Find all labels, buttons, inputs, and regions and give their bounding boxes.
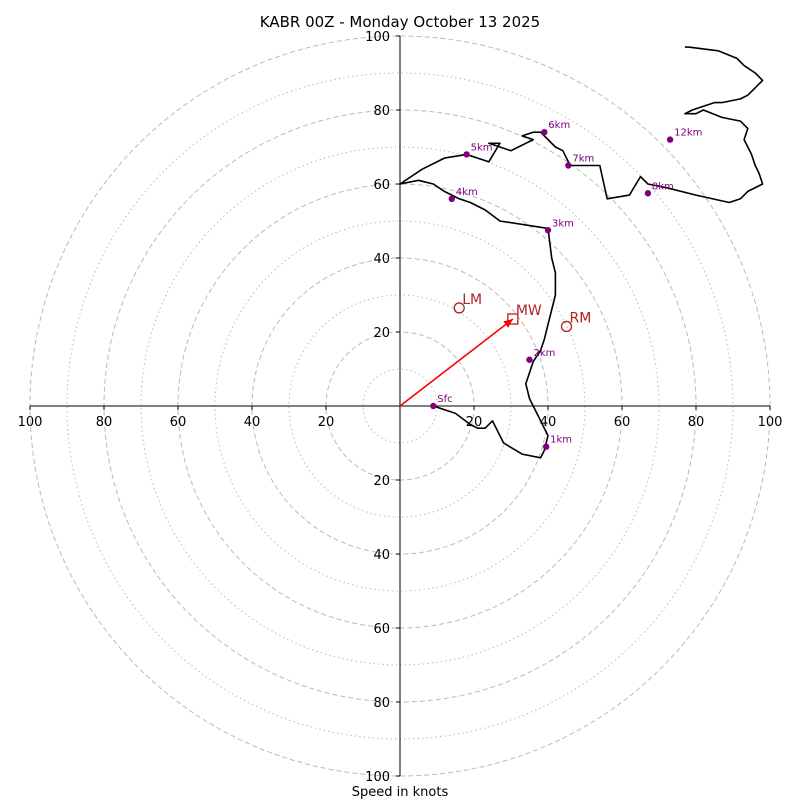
height-marker-label: Sfc [437,394,452,405]
hodograph-trace [399,46,764,459]
height-marker-label: 12km [674,128,702,139]
x-tick-label: 80 [688,415,705,430]
storm-motion-label: MW [516,303,542,319]
x-tick-label: 60 [170,415,187,430]
height-marker-dot [526,356,533,363]
height-marker-dot [565,162,572,169]
storm-motion-marker [560,320,573,333]
mean-wind-vector [399,318,514,407]
x-tick-label: 100 [758,415,783,430]
y-tick-label: 60 [373,178,390,193]
hodograph-line [399,46,764,459]
y-tick-label: 80 [373,104,390,119]
height-marker-dot [542,443,550,450]
x-tick-label: 40 [244,415,261,430]
height-marker-dot [448,195,455,202]
storm-motion-label: RM [570,310,592,326]
height-marker-label: 8km [652,181,674,192]
y-tick-label: 40 [373,548,390,563]
y-tick-label: 100 [365,770,390,785]
y-tick-label: 100 [365,30,390,45]
height-marker-label: 3km [552,218,574,229]
x-tick-label: 20 [466,415,483,430]
height-marker-dot [544,227,552,234]
height-marker-dot [463,151,470,158]
y-tick-label: 60 [373,622,390,637]
x-axis-label: Speed in knots [352,785,449,800]
height-marker-label: 1km [550,435,572,446]
height-marker-dot [666,136,674,143]
storm-motion-marker [507,313,519,325]
storm-motion-markers: LM MW RM [453,292,592,333]
y-tick-label: 20 [373,326,390,341]
height-marker-label: 7km [572,154,594,165]
height-marker-dot [644,190,652,197]
height-markers: Sfc 1km 2km 3km 4km 5km 6km 7km 8km 12km [430,120,702,450]
height-marker-label: 4km [456,187,478,198]
y-tick-label: 80 [373,696,390,711]
height-marker-label: 6km [548,120,570,131]
storm-motion-label: LM [462,292,482,308]
chart-title: KABR 00Z - Monday October 13 2025 [260,13,540,31]
storm-motion-marker [453,302,465,314]
height-marker-label: 5km [471,142,493,153]
x-tick-label: 100 [18,415,43,430]
mean-wind-line [399,318,514,407]
x-tick-label: 20 [318,415,335,430]
y-tick-label: 20 [373,474,390,489]
y-tick-label: 40 [373,252,390,267]
height-marker-dot [541,129,548,136]
axis-tick-labels: 1001008080606040402020202040406060808010… [18,30,783,785]
x-tick-label: 60 [614,415,631,430]
x-tick-label: 80 [96,415,113,430]
height-marker-dot [430,402,437,410]
height-marker-label: 2km [534,348,556,359]
